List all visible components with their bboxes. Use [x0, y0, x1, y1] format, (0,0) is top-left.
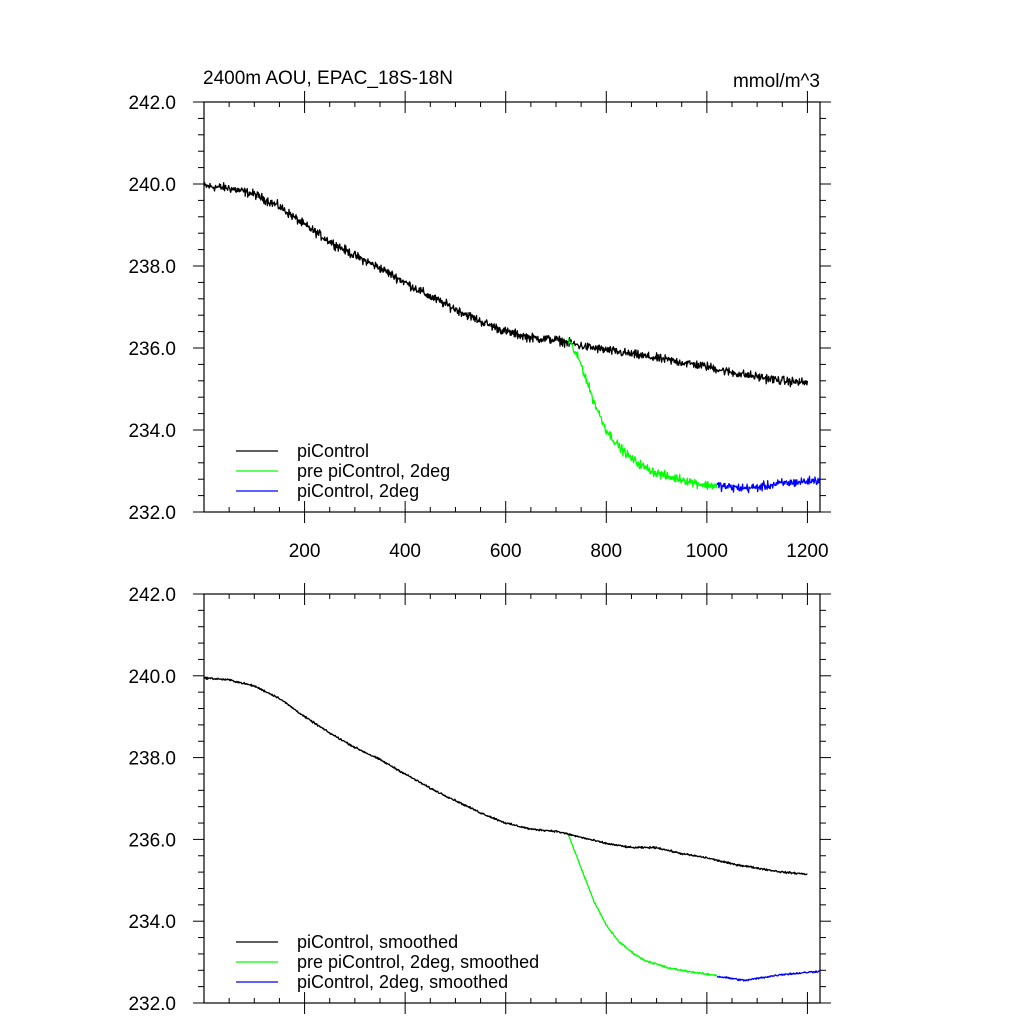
y-tick-label: 240.0 [128, 667, 176, 688]
y-tick-label: 238.0 [128, 257, 176, 278]
y-tick-label: 238.0 [128, 749, 176, 770]
legend-label: piControl [297, 441, 369, 461]
top-panel: 2400m AOU, EPAC_18S-18N mmol/m^3 232.0 23… [128, 68, 831, 562]
plot-frame [203, 593, 821, 1004]
x-tick-label: 600 [490, 541, 522, 562]
legend-label: pre piControl, 2deg, smoothed [297, 952, 539, 972]
plot-frame [203, 101, 821, 513]
bottom-panel: 232.0 234.0 236.0 238.0 240.0 242.0 piControl,… [128, 583, 831, 1015]
y-tick-label: 242.0 [128, 93, 176, 114]
y-tick-label: 234.0 [128, 912, 176, 933]
legend-label: pre piControl, 2deg [297, 461, 450, 481]
series-line [567, 338, 718, 491]
y-tick-label: 232.0 [128, 994, 176, 1015]
y-tick-label: 242.0 [128, 585, 176, 606]
legend-label: piControl, smoothed [297, 932, 458, 952]
y-tick-label: 234.0 [128, 421, 176, 442]
series-line [203, 181, 809, 388]
series-line [567, 835, 718, 977]
y-tick-label: 236.0 [128, 339, 176, 360]
x-tick-label: 1200 [786, 541, 828, 562]
x-tick-label: 800 [590, 541, 622, 562]
x-tick-label: 400 [389, 541, 421, 562]
y-tick-label: 232.0 [128, 503, 176, 524]
units-label: mmol/m^3 [733, 71, 820, 92]
x-tick-label: 200 [289, 541, 321, 562]
chart-title: 2400m AOU, EPAC_18S-18N [203, 68, 453, 89]
x-tick-label: 1000 [686, 541, 728, 562]
series-line [716, 969, 821, 982]
series-line [203, 676, 808, 876]
legend-label: piControl, 2deg, smoothed [297, 972, 508, 992]
y-tick-label: 240.0 [128, 175, 176, 196]
series-line [716, 475, 821, 494]
legend-label: piControl, 2deg [297, 481, 419, 501]
y-tick-label: 236.0 [128, 830, 176, 851]
